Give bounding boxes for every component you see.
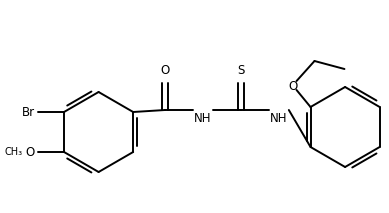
Text: S: S [237, 64, 245, 77]
Text: NH: NH [194, 112, 212, 125]
Text: Br: Br [22, 105, 35, 118]
Text: O: O [161, 64, 170, 77]
Text: NH: NH [270, 112, 287, 125]
Text: O: O [26, 145, 35, 158]
Text: CH₃: CH₃ [5, 147, 23, 157]
Text: O: O [288, 81, 297, 94]
